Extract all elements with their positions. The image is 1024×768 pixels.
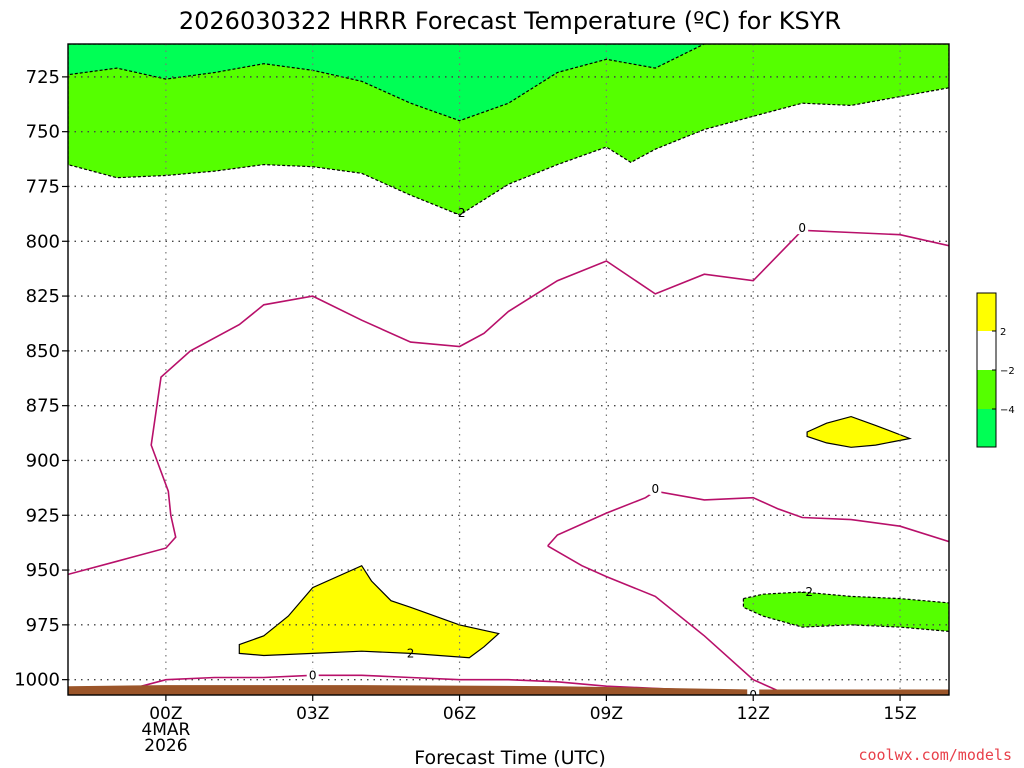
colorbar-segment: [977, 331, 996, 370]
x-tick-label: 12Z: [737, 704, 770, 724]
contour-label: -2: [454, 206, 466, 220]
y-tick-label: 825: [26, 286, 60, 307]
colorbar-label: 2: [1000, 327, 1006, 338]
zero-label-bg: [796, 221, 809, 235]
y-tick-label: 725: [26, 67, 60, 88]
fill-warm_pocket_low_left: [238, 564, 500, 659]
chart-title: 2026030322 HRRR Forecast Temperature (ºC…: [179, 7, 841, 35]
colorbar-segment: [977, 293, 996, 331]
x-tick-label: 03Z: [296, 704, 329, 724]
colorbar-segment: [977, 370, 996, 409]
x-tick-label: 00Z: [149, 704, 182, 724]
zero-isotherm-label: 0: [652, 482, 660, 496]
x-tick-label: 06Z: [443, 704, 476, 724]
zero-isotherm-label: 0: [309, 668, 317, 682]
fill-below_neg4_upper: [68, 44, 705, 122]
colorbar-legend: 2 −2 −4: [976, 292, 1015, 448]
colorbar-segment: [977, 409, 996, 447]
colorbar-label: −4: [1000, 405, 1015, 416]
zero-isotherm-line: [547, 490, 949, 547]
y-tick-label: 850: [26, 341, 60, 362]
zero-label-bg: [649, 481, 662, 495]
contour-label: 2: [407, 646, 415, 660]
fill-warm_pocket_right: [806, 415, 912, 448]
y-tick-label: 800: [26, 231, 60, 252]
y-tick-label: 950: [26, 560, 60, 581]
zero-label-bg: [747, 688, 760, 695]
y-tick-label: 900: [26, 450, 60, 471]
zero-isotherm-label: 0: [749, 688, 757, 702]
y-tick-label: 875: [26, 396, 60, 417]
credit-text: coolwx.com/models: [858, 746, 1012, 764]
plot-contents: -2 2 -2 0 0 0 0: [68, 44, 949, 702]
contour-label: -2: [801, 585, 813, 599]
x-axis-label: Forecast Time (UTC): [414, 747, 605, 768]
fill-below_neg2_lower_right: [742, 591, 949, 633]
x-tick-label: 4MAR: [141, 720, 190, 740]
y-tick-label: 975: [26, 615, 60, 636]
y-tick-label: 1000: [14, 670, 60, 691]
colorbar-label: −2: [1000, 366, 1015, 377]
zero-isotherm-line: [68, 229, 949, 576]
zero-label-bg: [306, 668, 319, 682]
y-tick-label: 750: [26, 122, 60, 143]
zero-isotherm-label: 0: [798, 221, 806, 235]
fill-below_neg2_upper: [68, 44, 949, 216]
zero-isotherm-line: [547, 545, 798, 695]
y-tick-label: 925: [26, 505, 60, 526]
y-tick-label: 775: [26, 176, 60, 197]
ground-band: [68, 685, 949, 695]
x-tick-label: 09Z: [590, 704, 623, 724]
plot-frame: [67, 43, 950, 696]
plot-area: -2 2 -2 0 0 0 0 725 750 775 800 825 850 875 900 925 950 9…: [14, 43, 950, 756]
x-tick-label: 2026: [144, 736, 187, 756]
x-tick-label: 15Z: [883, 704, 916, 724]
